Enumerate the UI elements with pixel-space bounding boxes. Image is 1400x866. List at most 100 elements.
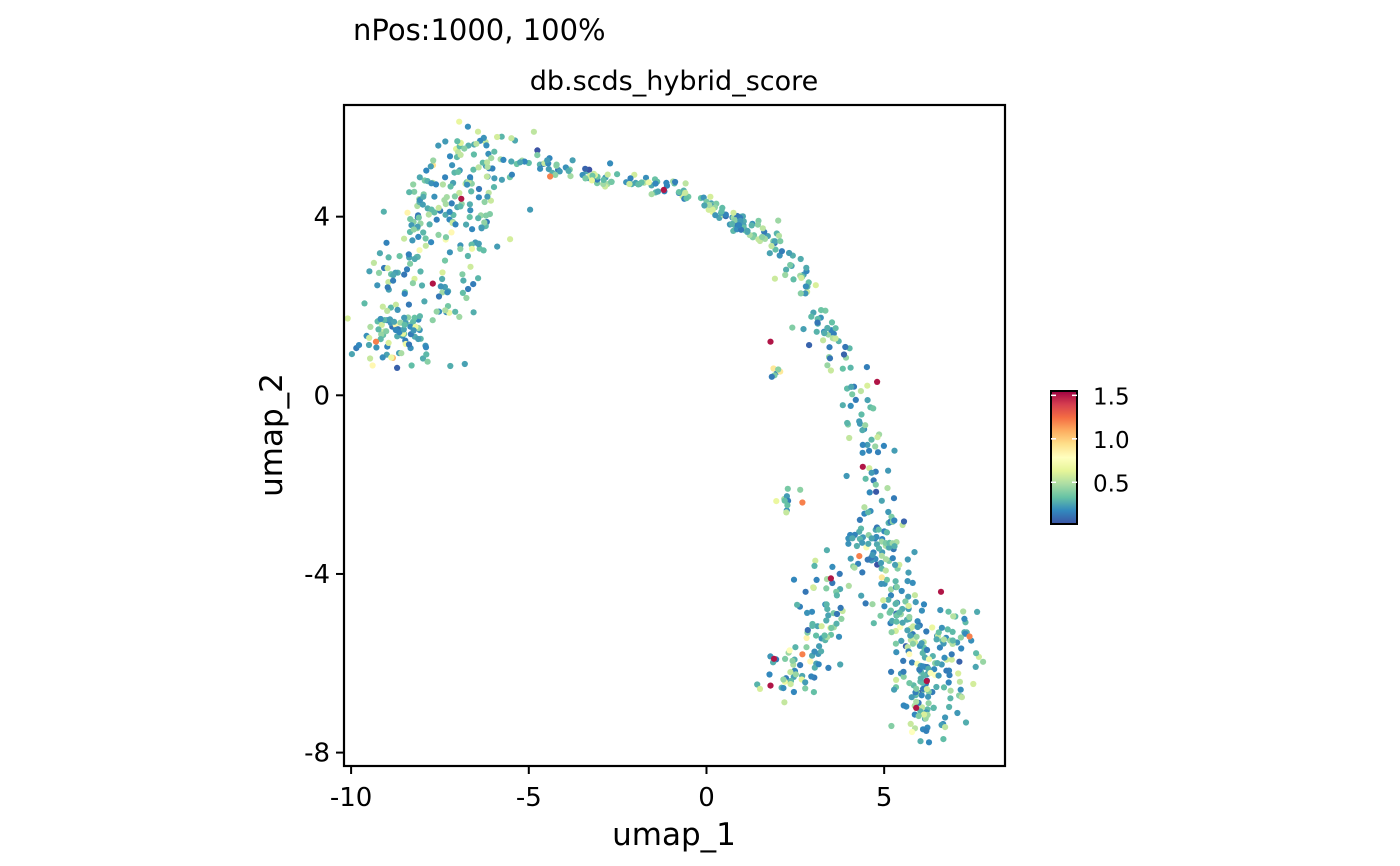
data-point [416,313,423,320]
data-point [435,293,443,300]
data-point [411,255,418,263]
data-point [874,449,882,456]
data-point [730,209,737,216]
data-point [380,208,387,215]
data-point [361,300,368,307]
data-point [845,582,852,590]
data-point [441,257,449,264]
data-point [435,204,442,211]
data-point [866,489,873,496]
data-point [823,547,831,554]
data-point [424,358,431,365]
data-point [961,615,968,623]
data-point [868,469,875,476]
data-point [838,615,845,623]
data-point [837,661,844,668]
data-point [487,197,494,204]
data-point [943,667,950,674]
data-point [856,528,863,535]
data-point [530,128,538,135]
data-point [645,179,652,186]
data-point [706,201,713,209]
data-point [421,298,428,305]
data-point [707,193,714,200]
data-point [588,177,596,184]
data-point [607,160,614,167]
data-point [900,668,907,675]
data-point [417,268,424,275]
data-point [865,509,872,516]
data-point [905,593,912,600]
data-point [905,569,912,576]
data-point [891,447,898,454]
data-point [804,627,811,634]
data-point [843,472,850,480]
data-point [852,396,859,403]
data-point [794,601,801,608]
data-point [886,544,893,551]
plot-panel-border [342,103,1007,768]
data-point [888,722,895,730]
data-point [929,624,936,631]
data-point [409,280,416,287]
data-point [388,354,395,361]
data-point [627,175,634,182]
data-point [459,271,466,278]
data-point [773,498,780,505]
x-tick-label: 5 [876,783,893,813]
data-point [956,658,963,665]
data-point [890,495,898,502]
data-point [452,308,459,315]
data-point [447,362,454,370]
x-tick-label: 0 [698,783,715,813]
data-point [933,683,940,691]
data-point [858,411,865,418]
data-point [935,629,942,636]
data-point [883,529,891,536]
data-point [904,556,911,563]
data-point [925,656,933,663]
data-point [467,174,474,181]
data-point [906,651,913,658]
data-point [811,562,818,570]
data-point [859,441,866,448]
data-point [443,194,450,201]
data-point [407,216,414,223]
data-point [891,517,898,524]
data-point [729,220,736,228]
data-point [614,171,621,178]
data-point [786,647,793,654]
data-point [423,351,430,358]
data-point [384,307,391,314]
data-point [508,135,515,142]
data-point [396,253,403,260]
data-point [856,516,864,524]
data-point [775,366,782,373]
data-point [406,189,413,196]
chart-title: db.scds_hybrid_score [530,66,819,97]
data-point [780,676,787,683]
data-point [401,271,408,278]
data-point [467,207,474,214]
data-point [923,646,931,654]
data-point [839,365,846,372]
data-point [408,362,415,369]
data-point [569,157,576,164]
data-point [366,268,373,275]
data-point [470,151,477,158]
data-point [882,556,890,563]
data-point [816,643,823,650]
data-point [885,508,892,516]
data-point [866,465,873,472]
data-point [892,600,899,608]
data-point [913,704,920,712]
data-point [893,676,900,684]
data-point [899,619,906,626]
data-point [782,655,789,663]
data-point [847,555,854,562]
data-point [767,338,774,345]
data-point [422,235,429,242]
data-point [781,699,788,706]
data-point [556,168,563,175]
data-point [866,447,873,454]
